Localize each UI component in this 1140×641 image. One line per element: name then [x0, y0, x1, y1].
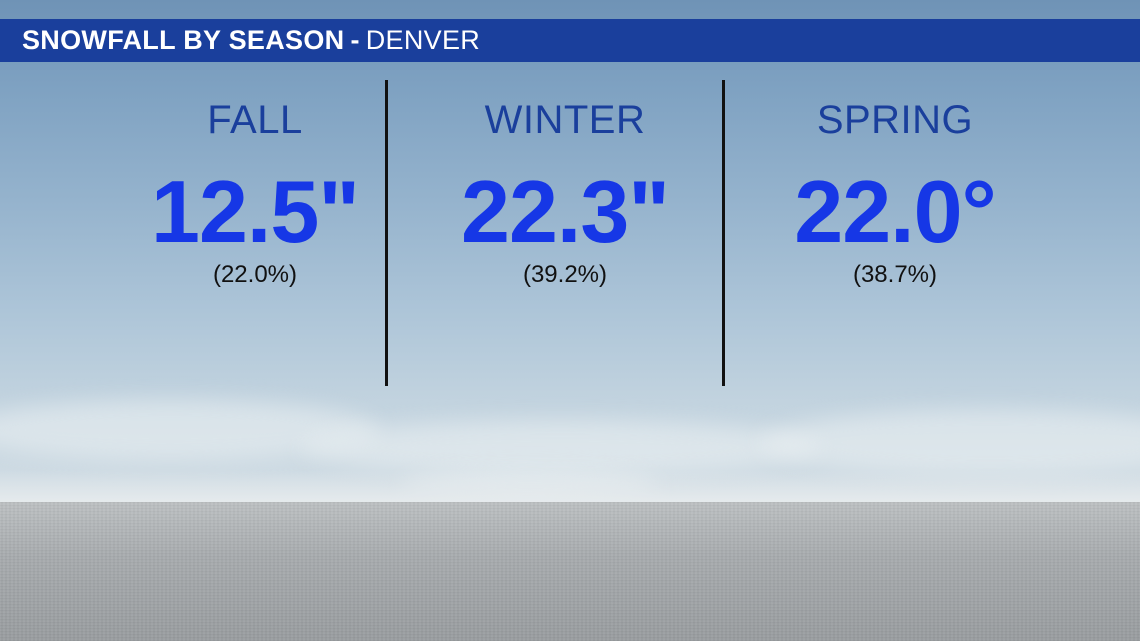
season-amount: 22.0° — [794, 162, 996, 261]
sky-background — [0, 0, 1140, 504]
cloud — [300, 420, 820, 475]
season-percent: (22.0%) — [212, 261, 298, 288]
title-separator: - — [350, 25, 360, 55]
title-main: SNOWFALL BY SEASON — [22, 25, 345, 55]
season-column-winter: WINTER 22.3" (39.2%) — [415, 96, 715, 290]
page-title: SNOWFALL BY SEASON - DENVER — [22, 25, 480, 56]
season-percent: (39.2%) — [522, 261, 608, 288]
title-bar: SNOWFALL BY SEASON - DENVER — [0, 19, 1140, 62]
season-label: SPRING — [816, 98, 974, 142]
season-label: FALL — [207, 98, 303, 142]
horizon-haze — [0, 470, 1140, 504]
season-label: WINTER — [484, 98, 646, 142]
season-amount: 12.5" — [151, 162, 360, 261]
snow-ground — [0, 502, 1140, 641]
column-divider — [722, 80, 725, 386]
cloud — [760, 410, 1140, 475]
column-divider — [385, 80, 388, 386]
season-percent: (38.7%) — [852, 261, 938, 288]
season-column-spring: SPRING 22.0° (38.7%) — [745, 96, 1045, 290]
season-amount: 22.3" — [461, 162, 670, 261]
title-location: DENVER — [365, 25, 481, 55]
season-column-fall: FALL 12.5" (22.0%) — [105, 96, 405, 290]
